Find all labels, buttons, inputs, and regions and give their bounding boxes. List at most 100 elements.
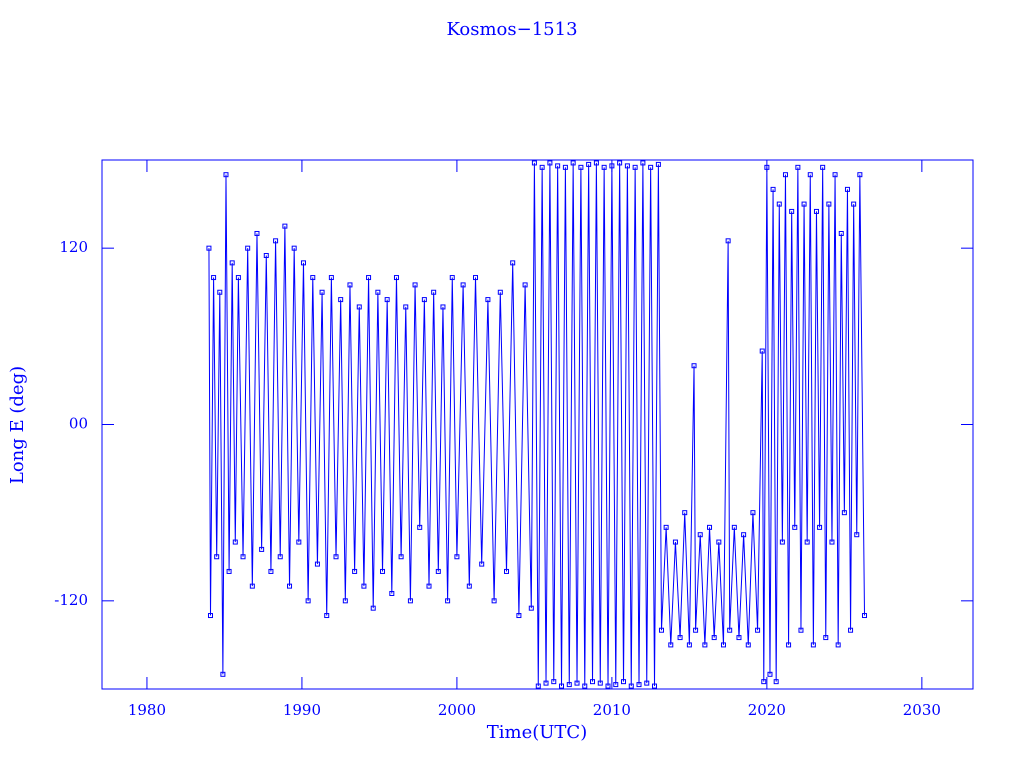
point-marker [640,160,646,166]
point-marker [466,583,472,589]
point-marker [648,164,654,170]
point-marker [440,304,446,310]
point-marker [324,613,330,619]
x-tick-label: 1980 [128,701,166,719]
x-tick-label: 2000 [438,701,476,719]
point-marker [801,201,807,207]
point-marker [245,245,251,251]
point-marker [384,297,390,303]
point-marker [810,642,816,648]
point-marker [555,163,561,169]
point-marker [277,554,283,560]
point-marker [779,539,785,545]
point-marker [716,539,722,545]
point-marker [435,568,441,574]
point-marker [310,275,316,281]
point-marker [491,598,497,604]
x-tick-label: 1990 [283,701,321,719]
point-marker [460,282,466,288]
point-marker [750,510,756,516]
point-marker [361,583,367,589]
point-marker [854,532,860,538]
point-marker [851,201,857,207]
point-marker [820,164,826,170]
point-marker [531,160,537,166]
point-marker [249,583,255,589]
point-marker [220,671,226,677]
point-marker [702,642,708,648]
point-marker [352,568,358,574]
point-marker [862,613,868,619]
point-marker [328,275,334,281]
point-marker [254,230,260,236]
point-marker [736,635,742,641]
x-axis-label: Time(UTC) [487,722,587,743]
point-marker [431,289,437,295]
point-marker [761,679,767,685]
point-marker [223,172,229,178]
point-marker [624,163,630,169]
point-marker [319,289,325,295]
point-marker [375,289,381,295]
point-marker [586,161,592,167]
point-marker [741,532,747,538]
point-marker [759,348,765,354]
point-marker [217,289,223,295]
point-marker [543,680,549,686]
point-marker [232,539,238,545]
point-marker [601,164,607,170]
point-marker [240,554,246,560]
point-marker [590,679,596,685]
series-line [208,162,866,687]
point-marker [570,160,576,166]
point-marker [792,524,798,530]
point-marker [725,238,731,244]
point-marker [632,164,638,170]
point-marker [731,524,737,530]
point-marker [782,172,788,178]
point-marker [605,683,611,689]
point-marker [403,304,409,310]
point-marker [773,679,779,685]
point-marker [823,635,829,641]
point-marker [287,583,293,589]
point-marker [305,598,311,604]
point-marker [817,524,823,530]
point-marker [504,568,510,574]
point-marker [789,208,795,214]
point-marker [282,223,288,229]
point-marker [314,561,320,567]
point-marker [770,186,776,192]
point-marker [380,568,386,574]
point-marker [798,627,804,633]
point-marker [333,554,339,560]
point-marker [211,275,217,281]
point-marker [848,627,854,633]
point-marker [226,568,232,574]
point-marker [813,208,819,214]
point-marker [621,679,627,685]
point-marker [804,539,810,545]
point-marker [551,679,557,685]
x-tick-label: 2030 [903,701,941,719]
point-marker [370,605,376,611]
y-tick-label: 00 [69,415,88,433]
y-axis-label: Long E (deg) [7,366,28,484]
point-marker [300,260,306,266]
point-marker [291,245,297,251]
point-marker [407,598,413,604]
point-marker [273,238,279,244]
point-marker [235,275,241,281]
point-marker [829,539,835,545]
point-marker [755,627,761,633]
point-marker [628,683,634,689]
point-marker [745,642,751,648]
point-marker [693,627,699,633]
point-marker [663,524,669,530]
point-marker [617,160,623,166]
point-marker [841,510,847,516]
point-marker [832,172,838,178]
point-marker [214,554,220,560]
